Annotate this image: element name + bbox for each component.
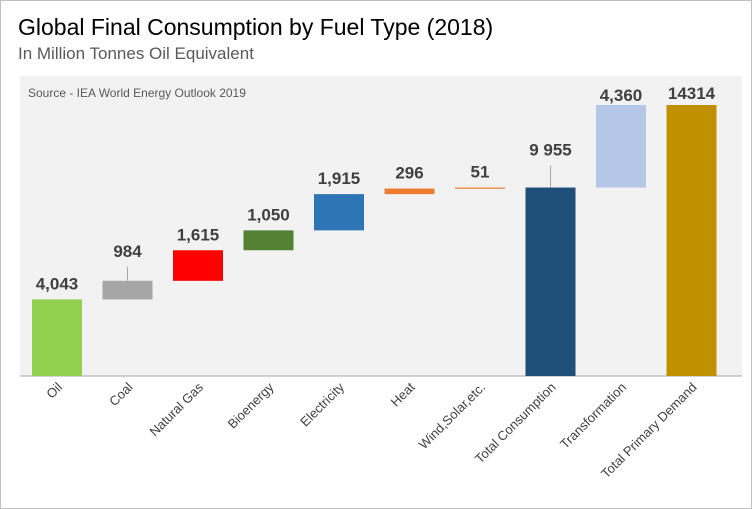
bar-coal — [102, 280, 153, 300]
data-label-oil: 4,043 — [36, 274, 79, 293]
tick-label-wind-solar-etc: Wind,Solar,etc. — [416, 380, 488, 452]
data-label-transformation: 4,360 — [600, 86, 643, 105]
chart-title: Global Final Consumption by Fuel Type (2… — [18, 14, 494, 40]
tick-label-coal: Coal — [106, 379, 136, 409]
bar-transformation — [596, 104, 646, 188]
tick-label-heat: Heat — [388, 379, 418, 409]
bar-electricity — [314, 194, 364, 231]
chart-subtitle: In Million Tonnes Oil Equivalent — [18, 44, 254, 63]
bar-wind-solar-etc — [455, 187, 505, 189]
bar-total-consumption — [525, 187, 576, 376]
bar-bioenergy — [243, 230, 294, 251]
bar-total-primary-demand — [666, 105, 717, 376]
tick-label-bioenergy: Bioenergy — [225, 379, 277, 431]
bar-heat — [384, 188, 435, 195]
bar-natural-gas — [173, 250, 223, 281]
data-label-bioenergy: 1,050 — [247, 205, 290, 224]
data-label-electricity: 1,915 — [318, 169, 361, 188]
data-label-coal: 984 — [113, 242, 142, 261]
data-label-total-primary-demand: 14314 — [668, 84, 716, 103]
tick-label-natural-gas: Natural Gas — [146, 379, 206, 439]
source-note: Source - IEA World Energy Outlook 2019 — [28, 86, 246, 100]
tick-label-transformation: Transformation — [557, 380, 629, 452]
tick-label-electricity: Electricity — [297, 379, 347, 429]
bar-oil — [32, 299, 82, 376]
data-label-total-consumption: 9 955 — [529, 141, 572, 160]
data-label-wind-solar-etc: 51 — [471, 163, 490, 182]
data-label-natural-gas: 1,615 — [177, 225, 220, 244]
data-label-heat: 296 — [395, 164, 423, 183]
tick-label-oil: Oil — [43, 379, 65, 401]
